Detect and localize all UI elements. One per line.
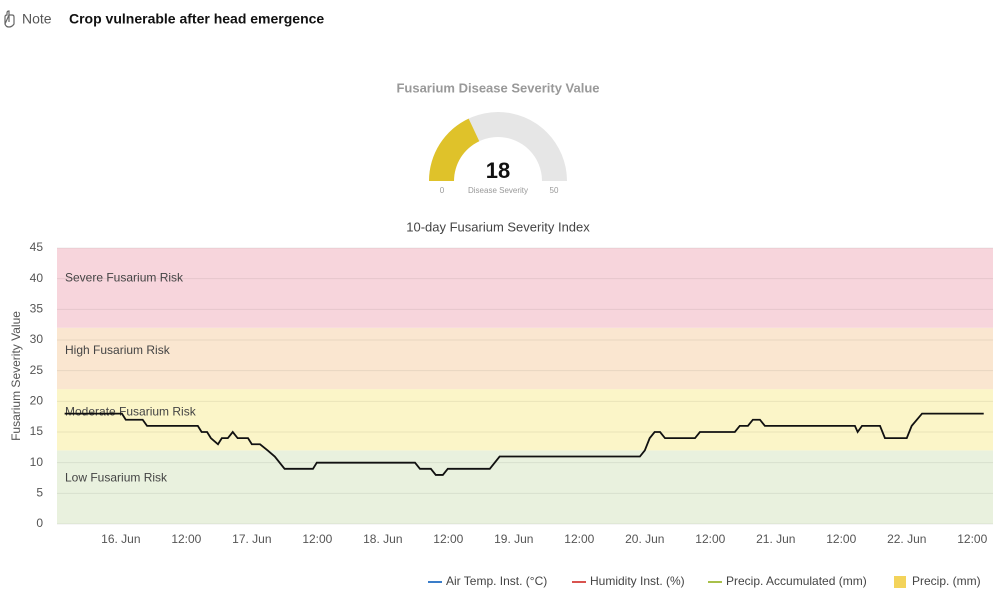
risk-band (57, 327, 993, 390)
y-axis-label: Fusarium Severity Value (9, 311, 23, 441)
x-tick-label: 21. Jun (756, 532, 795, 546)
gauge-value-arc (429, 118, 480, 181)
legend-swatch (894, 576, 906, 588)
risk-band-label: High Fusarium Risk (65, 343, 171, 357)
x-tick-label: 12:00 (302, 532, 332, 546)
y-tick-label: 0 (36, 516, 43, 530)
y-tick-label: 35 (30, 302, 44, 316)
x-tick-label: 17. Jun (232, 532, 271, 546)
note-text: Crop vulnerable after head emergence (69, 11, 324, 27)
y-tick-label: 10 (30, 455, 44, 469)
y-tick-label: 20 (30, 394, 44, 408)
legend-label: Humidity Inst. (%) (590, 574, 685, 588)
risk-band-label: Moderate Fusarium Risk (65, 405, 197, 419)
gauge-max: 50 (550, 186, 559, 195)
y-tick-label: 15 (30, 424, 44, 438)
gauge-label: Disease Severity (468, 186, 528, 195)
note-icon (4, 10, 15, 28)
x-tick-label: 16. Jun (101, 532, 140, 546)
x-tick-label: 12:00 (826, 532, 856, 546)
x-tick-label: 12:00 (957, 532, 987, 546)
legend-label: Precip. Accumulated (mm) (726, 574, 867, 588)
y-tick-label: 5 (36, 486, 43, 500)
x-tick-label: 18. Jun (363, 532, 402, 546)
y-tick-label: 30 (30, 332, 44, 346)
severity-line (64, 412, 984, 476)
x-tick-label: 12:00 (564, 532, 594, 546)
gauge-value: 18 (486, 158, 510, 183)
risk-band (57, 389, 993, 451)
y-tick-label: 25 (30, 363, 44, 377)
risk-band-label: Low Fusarium Risk (65, 471, 168, 485)
risk-band (57, 450, 993, 524)
x-tick-label: 20. Jun (625, 532, 664, 546)
chart-title: 10-day Fusarium Severity Index (406, 219, 590, 234)
x-tick-label: 22. Jun (887, 532, 926, 546)
legend-label: Air Temp. Inst. (°C) (446, 574, 547, 588)
y-tick-label: 45 (30, 240, 44, 254)
x-tick-label: 19. Jun (494, 532, 533, 546)
x-tick-label: 12:00 (695, 532, 725, 546)
risk-band (57, 248, 993, 328)
note-label: Note (22, 11, 52, 27)
legend-label: Precip. (mm) (912, 574, 981, 588)
x-tick-label: 12:00 (171, 532, 201, 546)
gauge-min: 0 (440, 186, 445, 195)
x-tick-label: 12:00 (433, 532, 463, 546)
y-tick-label: 40 (30, 271, 44, 285)
risk-band-label: Severe Fusarium Risk (65, 270, 184, 284)
gauge-title: Fusarium Disease Severity Value (396, 80, 599, 95)
